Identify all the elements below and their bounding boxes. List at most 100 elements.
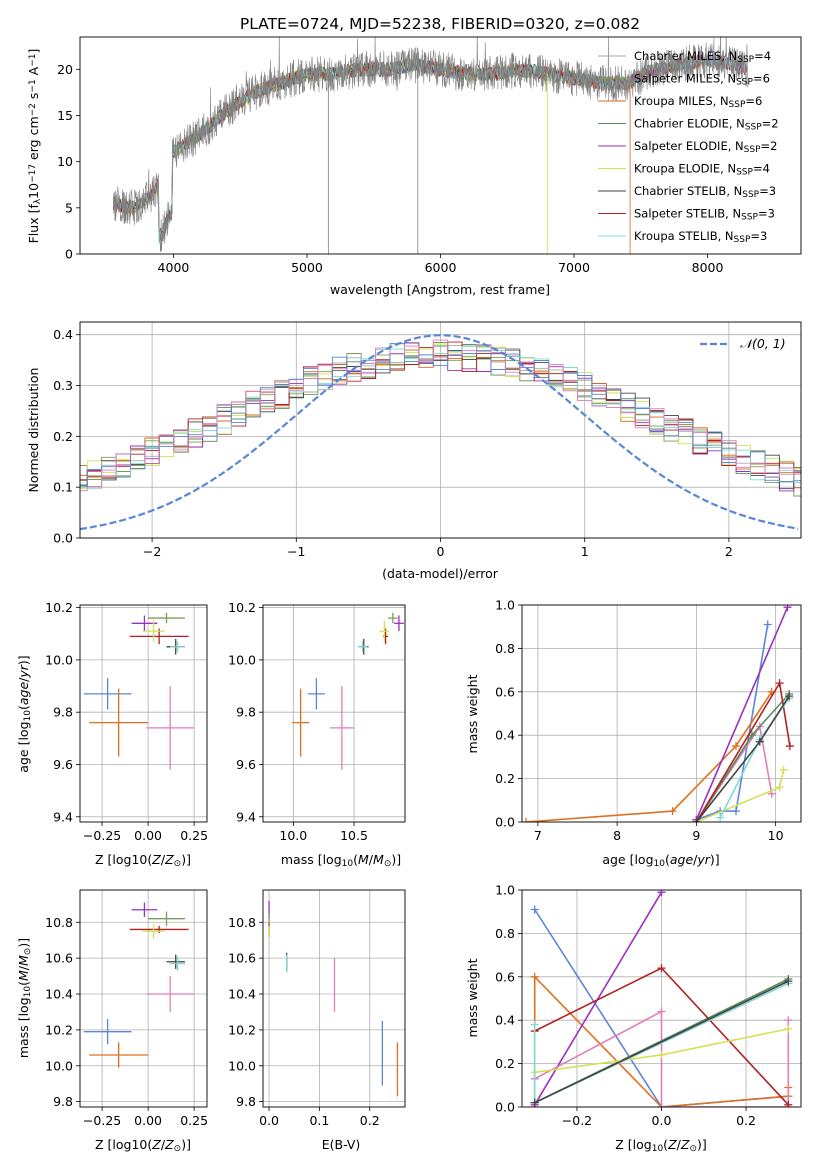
legend-entry: 𝒩(0, 1) (740, 336, 786, 351)
label-part: / (693, 852, 698, 867)
label-part: SSP (744, 145, 761, 155)
legend-entry: Salpeter MILES, NSSP=6 (634, 72, 770, 88)
axes-frame (79, 604, 208, 823)
label-part: M (16, 955, 31, 966)
y-tick-label: 10.0 (228, 652, 256, 667)
label-part: mass [log (16, 997, 31, 1058)
x-tick-label: 8000 (692, 260, 724, 275)
label-part: )] (697, 1137, 707, 1152)
label-part: )] (16, 655, 31, 665)
label-part: / (161, 1137, 166, 1152)
x-tick-label: 0.00 (134, 1113, 162, 1128)
axes-frame (79, 321, 802, 539)
x-tick-label: 0.2 (736, 1113, 756, 1128)
x-tick-label: 7 (534, 828, 542, 843)
x-tick-label: −0.25 (83, 1113, 121, 1128)
label-part: 10 (131, 852, 147, 867)
label-part: =6 (745, 94, 762, 108)
y-tick-label: 0.0 (495, 1100, 515, 1115)
residual-histogram (80, 342, 801, 497)
label-part: ( (16, 981, 31, 986)
x-tick-label: 0.00 (134, 828, 162, 843)
y-tick-label: 9.4 (236, 809, 256, 824)
mass-weight-marker (530, 1020, 539, 1029)
y-tick-label: 10.0 (45, 652, 73, 667)
x-tick-label: −2 (143, 544, 161, 559)
label-part: Z (151, 852, 161, 867)
label-part: M (373, 852, 384, 867)
ticks: 7 8 9 10 0.0 0.2 0.4 0.6 0.8 1.0 (495, 598, 784, 844)
residual-histogram (80, 343, 801, 490)
label-part: / (16, 677, 31, 682)
label-part: )] (391, 852, 401, 867)
x-tick-label: 0.25 (180, 828, 208, 843)
label-part: SSP (736, 78, 753, 88)
observed-spectrum-line (113, 37, 748, 253)
x-tick-label: 0.0 (652, 1113, 672, 1128)
y-tick-label: 9.8 (236, 1094, 256, 1109)
ticks: 0.0 0.1 0.2 9.8 10.0 10.2 10.4 10.6 10.8 (228, 915, 380, 1128)
legend-entry: Chabrier ELODIE, NSSP=2 (634, 117, 779, 133)
y-tick-label: 0.2 (495, 771, 515, 786)
mass-weight-marker (784, 1024, 793, 1033)
label-part: Z (164, 1137, 174, 1152)
label-part: yr (16, 664, 31, 678)
label-part: =3 (758, 207, 775, 221)
y-tick-label: 10.0 (45, 1058, 73, 1073)
y-tick-label: 20 (57, 62, 73, 77)
mass-weight-marker (530, 1098, 539, 1107)
mass-weight-line (534, 1010, 790, 1107)
label-part: / (369, 852, 374, 867)
figure-title: PLATE=0724, MJD=52238, FIBERID=0320, z=0… (240, 15, 640, 33)
x-tick-label: 1 (581, 544, 589, 559)
label-part: ⊙ (174, 1144, 182, 1154)
grid (522, 604, 801, 823)
y-tick-label: 15 (57, 108, 73, 123)
label-part: λ (33, 198, 43, 204)
mass-weight-marker (779, 765, 788, 774)
x-tick-label: 8 (613, 828, 621, 843)
y-tick-label: 0.0 (53, 531, 73, 546)
y-axis-label: mass [log10(M/M⊙)] (16, 938, 33, 1058)
label-part: 10 (26, 183, 41, 199)
mass-weight-marker (763, 620, 772, 629)
mass-weight-marker (783, 605, 792, 612)
label-part: ] (26, 49, 41, 54)
y-tick-label: 10.0 (228, 1058, 256, 1073)
mass-weight-line (534, 980, 789, 1104)
grid (80, 890, 207, 1107)
label-part: =2 (762, 117, 779, 131)
y-tick-label: 10.4 (228, 987, 256, 1002)
y-tick-label: 0.2 (495, 1056, 515, 1071)
x-axis-label: age [log10(age/yr)] (602, 852, 719, 869)
mass-weight-marker (657, 1103, 666, 1107)
label-part: =6 (753, 72, 770, 86)
label-part: mass [log (281, 852, 342, 867)
y-tick-label: 0.8 (495, 641, 515, 656)
label-part: age (670, 852, 694, 867)
x-axis-label: (data-model)/error (382, 566, 499, 581)
label-part: 10 (23, 986, 33, 998)
y-tick-label: 0.4 (495, 1013, 515, 1028)
x-tick-label: 7000 (558, 260, 590, 275)
y-tick-label: 10.6 (228, 951, 256, 966)
mass-weight-line (696, 624, 769, 821)
y-tick-label: 0.6 (495, 684, 515, 699)
label-part: age (16, 682, 31, 706)
ticks: 4000 5000 6000 7000 8000 0 5 10 15 20 (57, 62, 723, 275)
axes-frame (262, 889, 406, 1108)
model-spectrum-line (113, 59, 628, 242)
y-tick-label: 10.2 (45, 600, 73, 615)
mass-weight-marker (784, 977, 793, 986)
label-part: ( (665, 852, 670, 867)
y-tick-label: 10.2 (228, 600, 256, 615)
mass-weight-line (719, 697, 790, 819)
legend-entry: Kroupa ELODIE, NSSP=4 (634, 162, 770, 178)
y-tick-label: 10 (57, 154, 73, 169)
residual-histogram (80, 343, 801, 486)
x-tick-label: 4000 (158, 260, 190, 275)
plot-area (83, 902, 195, 1068)
mass-weight-marker (784, 1016, 793, 1025)
